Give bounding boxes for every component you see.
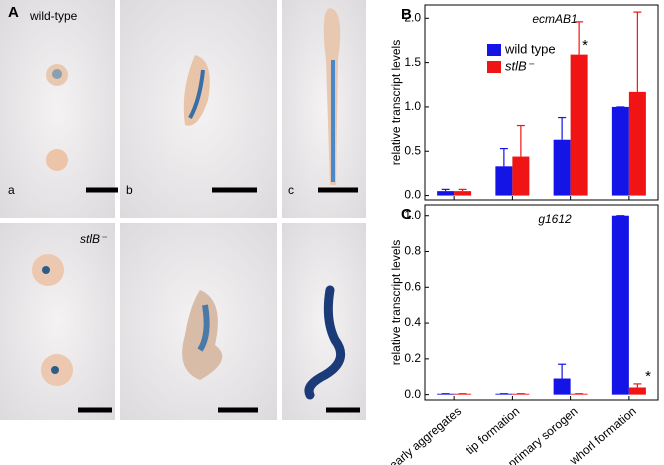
panel-label: C bbox=[401, 206, 412, 223]
bar bbox=[611, 106, 629, 196]
y-axis-label: relative transcript levels bbox=[389, 240, 403, 365]
annotation: * bbox=[645, 368, 651, 385]
bar bbox=[495, 166, 513, 196]
bar bbox=[611, 215, 629, 395]
y-tick-label: 0.6 bbox=[404, 279, 421, 293]
column-label: b bbox=[126, 183, 133, 197]
y-tick-label: 0.8 bbox=[404, 244, 421, 258]
y-tick-label: 1.5 bbox=[404, 55, 421, 69]
bar bbox=[628, 91, 646, 196]
y-tick-label: 0.5 bbox=[404, 143, 421, 157]
legend-swatch bbox=[487, 61, 501, 73]
y-tick-label: 0.2 bbox=[404, 351, 421, 365]
column-label: c bbox=[288, 183, 294, 197]
x-tick-label: early aggregates bbox=[387, 404, 464, 465]
y-tick-label: 1.0 bbox=[404, 99, 421, 113]
bar bbox=[553, 139, 571, 196]
y-tick-label: 2.0 bbox=[404, 10, 421, 24]
plot-frame bbox=[424, 4, 659, 201]
panel-label: A bbox=[8, 4, 19, 21]
y-tick-label: 0.0 bbox=[404, 387, 421, 401]
column-label: a bbox=[8, 183, 15, 197]
chart-title: g1612 bbox=[538, 212, 572, 226]
bar bbox=[628, 387, 646, 395]
photo-panel: A wild-type stlB⁻ a b c bbox=[0, 0, 366, 420]
y-tick-label: 1.0 bbox=[404, 208, 421, 222]
chart-title: ecmAB1 bbox=[532, 12, 577, 26]
row-label: wild-type bbox=[29, 9, 78, 23]
panel-label: B bbox=[401, 6, 412, 23]
bar bbox=[437, 191, 455, 196]
x-tick-label: tip formation bbox=[463, 404, 523, 457]
legend-swatch bbox=[487, 44, 501, 56]
bar bbox=[512, 156, 530, 196]
bar bbox=[454, 191, 472, 196]
bar bbox=[570, 54, 588, 196]
y-tick-label: 0.0 bbox=[404, 188, 421, 202]
legend-label: stlB⁻ bbox=[505, 58, 535, 73]
y-tick-label: 0.4 bbox=[404, 315, 421, 329]
annotation: * bbox=[582, 37, 588, 54]
plot-frame bbox=[424, 204, 659, 401]
bar bbox=[553, 378, 571, 395]
y-axis-label: relative transcript levels bbox=[389, 40, 403, 165]
row-label: stlB⁻ bbox=[80, 232, 108, 246]
legend-label: wild type bbox=[504, 41, 556, 56]
